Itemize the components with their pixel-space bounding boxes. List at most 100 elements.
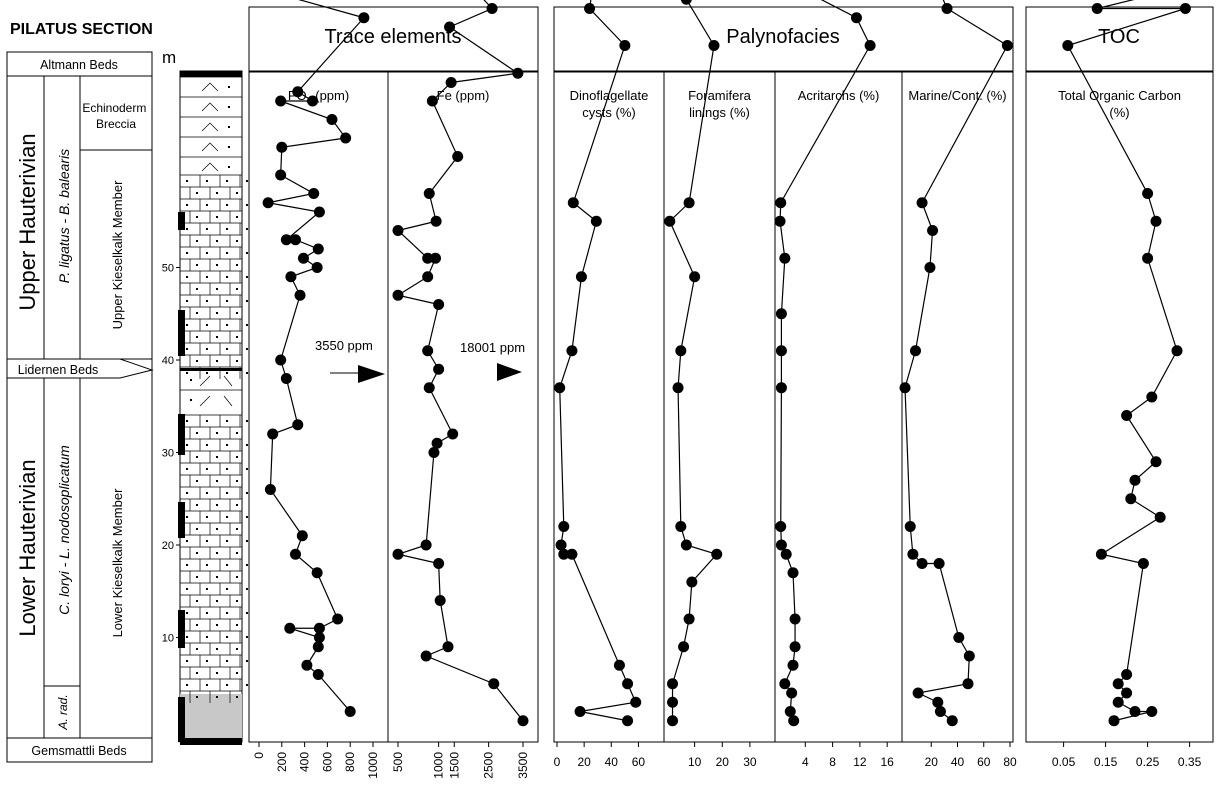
- member-upper-kieselkalk-label: Upper Kieselkalk Member: [110, 180, 125, 330]
- x-tick-label: 3500: [516, 752, 530, 779]
- data-point: [924, 262, 936, 273]
- data-point: [667, 696, 679, 708]
- data-point: [1154, 511, 1166, 523]
- lithology-column: [178, 70, 248, 745]
- x-tick-label: 2500: [482, 752, 496, 779]
- data-point: [326, 114, 338, 125]
- data-point: [294, 289, 306, 301]
- data-point: [430, 215, 442, 227]
- group-title-toc: TOC: [1098, 26, 1140, 48]
- group-headers: [248, 6, 1214, 72]
- x-tick-label: 80: [1003, 755, 1017, 769]
- zone-upper-label: P. ligatus - B. balearis: [56, 149, 72, 283]
- data-point: [932, 696, 944, 708]
- section-title: PILATUS SECTION: [10, 21, 153, 38]
- x-tick-label: 20: [577, 755, 591, 769]
- depth-tick-label: 10: [162, 633, 174, 645]
- data-point: [276, 141, 288, 153]
- data-point: [312, 641, 324, 653]
- data-point: [297, 252, 309, 264]
- data-point: [312, 669, 324, 680]
- x-tick-label: 500: [391, 752, 405, 772]
- data-point: [907, 548, 919, 560]
- data-point: [912, 687, 924, 699]
- x-tick-label: 0.15: [1094, 755, 1118, 769]
- data-point: [787, 659, 799, 671]
- data-point: [619, 40, 631, 51]
- x-tick-label: 60: [977, 755, 991, 769]
- data-point: [963, 650, 975, 662]
- x-tick-label: 16: [880, 755, 894, 769]
- data-point: [1125, 493, 1137, 505]
- panel-title: Foramifera linings (%): [688, 88, 752, 120]
- series-line: [904, 0, 1009, 722]
- data-point: [775, 197, 787, 209]
- data-point: [850, 12, 862, 24]
- data-point: [1062, 40, 1074, 51]
- x-tick-label: 0.35: [1178, 755, 1202, 769]
- data-point: [1129, 474, 1141, 486]
- data-point: [423, 382, 435, 394]
- data-point: [904, 521, 916, 532]
- data-point: [675, 521, 687, 532]
- data-point: [953, 632, 965, 643]
- data-point: [267, 428, 279, 440]
- data-point: [775, 521, 787, 532]
- data-point: [1146, 706, 1158, 717]
- data-point: [780, 548, 792, 560]
- data-point: [689, 271, 701, 283]
- x-tick-label: 8: [829, 755, 836, 769]
- data-point: [1142, 188, 1154, 199]
- panel-title: Marine/Cont. (%): [908, 88, 1006, 103]
- data-point: [864, 40, 876, 51]
- stage-upper-label: Upper Hauterivian: [15, 133, 40, 310]
- annotation-po4-overflow: 3550 ppm: [315, 338, 373, 353]
- data-point: [517, 715, 529, 727]
- data-point: [486, 3, 498, 14]
- data-point: [786, 687, 798, 699]
- data-point: [280, 234, 292, 246]
- series-line: [395, 0, 524, 722]
- overflow-arrows: [330, 363, 522, 383]
- lidernen-beds-label: Lidernen Beds: [18, 363, 99, 377]
- zone-lower-label: A. rad.: [56, 694, 70, 730]
- x-tick-label: 800: [343, 752, 357, 772]
- x-tick-label: 1000: [432, 752, 446, 779]
- x-tick-label: 0: [252, 752, 266, 759]
- data-point: [962, 678, 974, 690]
- data-point: [678, 641, 690, 653]
- data-point: [1150, 215, 1162, 227]
- data-point: [392, 548, 404, 560]
- x-tick-label: 400: [298, 752, 312, 772]
- x-tick-label: 1500: [447, 752, 461, 779]
- data-point: [422, 271, 434, 283]
- data-point: [308, 188, 320, 199]
- data-point: [1150, 456, 1162, 468]
- data-point: [680, 539, 692, 551]
- data-point: [567, 197, 579, 209]
- data-point: [566, 345, 578, 357]
- data-point: [289, 548, 301, 560]
- data-point: [447, 428, 459, 440]
- data-point: [584, 3, 596, 14]
- data-point: [344, 706, 356, 717]
- data-point: [1108, 715, 1120, 727]
- panel-title: Total Organic Carbon (%): [1058, 88, 1181, 120]
- panel-3: Foramifera linings (%) 10 20 30: [663, 0, 776, 769]
- data-point: [558, 521, 570, 532]
- data-point: [311, 262, 323, 273]
- data-point: [292, 86, 304, 98]
- data-point: [613, 659, 625, 671]
- x-tick-label: 4: [802, 755, 809, 769]
- data-point: [775, 308, 787, 320]
- x-tick-label: 20: [925, 755, 939, 769]
- depth-tick-label: 20: [162, 540, 174, 552]
- data-point: [775, 382, 787, 394]
- data-point: [711, 548, 723, 560]
- data-point: [428, 447, 440, 458]
- data-point: [558, 548, 570, 560]
- data-point: [289, 234, 301, 246]
